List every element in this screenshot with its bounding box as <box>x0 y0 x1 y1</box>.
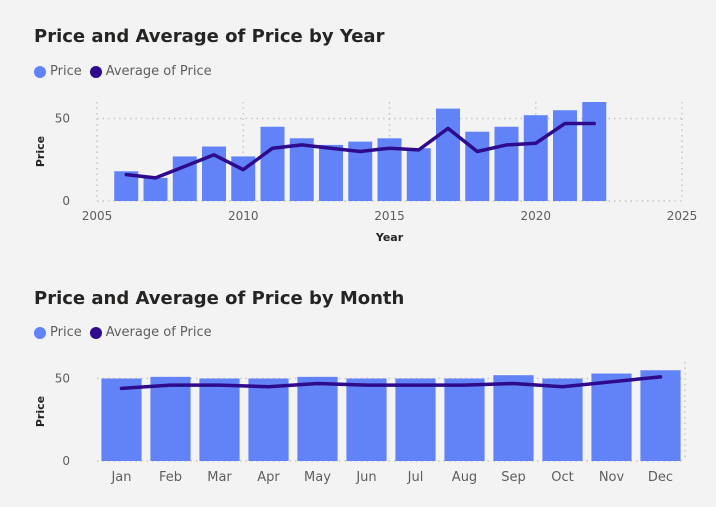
bar-price <box>202 146 226 201</box>
bar-price <box>297 376 338 461</box>
bar-price <box>348 141 373 201</box>
year-chart-title: Price and Average of Price by Year <box>34 26 385 47</box>
x-tick-label: 2025 <box>667 209 698 223</box>
bar-price <box>319 144 343 201</box>
bar-price <box>260 126 285 201</box>
x-tick-label: Jul <box>407 470 424 485</box>
bar-price <box>582 102 607 201</box>
bar-price <box>199 378 240 461</box>
x-tick-label: 2020 <box>520 209 551 223</box>
y-tick-label: 0 <box>62 194 70 208</box>
y-axis-title: Price <box>34 136 47 167</box>
x-tick-label: Feb <box>159 470 182 485</box>
x-tick-label: Jun <box>355 470 376 485</box>
legend-label-average: Average of Price <box>105 325 212 340</box>
month-chart-panel: Price and Average of Price by Month Pric… <box>0 262 716 507</box>
month-chart-legend: Price Average of Price <box>34 325 220 340</box>
bar-price <box>436 108 460 201</box>
legend-item-average[interactable]: Average of Price <box>89 325 212 340</box>
legend-label-price: Price <box>50 64 82 79</box>
bar-price <box>101 378 142 461</box>
bar-price <box>406 148 431 201</box>
x-tick-label: Aug <box>452 470 477 485</box>
x-tick-label: Mar <box>207 470 232 485</box>
month-chart-plot: 0 50 Jan Feb Mar Apr May Jun Jul Aug Sep Oct Nov Dec P… <box>34 362 686 485</box>
bar-price <box>542 378 583 461</box>
y-axis-title: Price <box>34 396 47 427</box>
x-tick-label: May <box>304 470 331 485</box>
legend-dot-icon <box>34 326 46 339</box>
legend-label-price: Price <box>50 325 82 340</box>
bar-price <box>523 115 548 201</box>
x-tick-label: Apr <box>257 470 280 485</box>
legend-dot-icon <box>89 65 102 78</box>
bar-price <box>465 131 490 201</box>
bar-price <box>114 171 139 201</box>
x-tick-label: Oct <box>551 470 573 485</box>
line-average-price <box>119 375 663 391</box>
x-axis-title: Year <box>375 231 404 244</box>
bar-price <box>494 126 519 201</box>
bar-price <box>553 110 577 201</box>
legend-label-average: Average of Price <box>105 64 212 79</box>
x-tick-label: Jan <box>110 470 131 485</box>
x-tick-label: Sep <box>501 470 526 485</box>
bar-price <box>150 376 191 461</box>
legend-dot-icon <box>34 65 46 78</box>
x-tick-label: Dec <box>648 470 673 485</box>
y-tick-label: 50 <box>55 372 70 386</box>
year-chart-panel: Price and Average of Price by Year Price… <box>34 26 698 244</box>
bar-price <box>591 373 632 461</box>
x-tick-label: 2010 <box>228 209 259 223</box>
legend-item-price[interactable]: Price <box>34 64 82 79</box>
month-chart-title: Price and Average of Price by Month <box>34 288 405 309</box>
bar-price <box>395 378 436 461</box>
y-tick-label: 0 <box>62 454 70 468</box>
bar-price <box>377 138 402 201</box>
line-average-price <box>124 121 596 180</box>
x-tick-label: Nov <box>599 470 625 485</box>
bar-price <box>248 378 289 461</box>
x-tick-label: 2015 <box>374 209 405 223</box>
legend-item-price[interactable]: Price <box>34 325 82 340</box>
bar-price <box>444 378 485 461</box>
bar-price <box>493 375 534 461</box>
bar-price <box>346 378 387 461</box>
year-chart-legend: Price Average of Price <box>34 64 220 79</box>
y-tick-label: 50 <box>55 112 70 126</box>
legend-dot-icon <box>89 326 102 339</box>
legend-item-average[interactable]: Average of Price <box>89 64 212 79</box>
bar-price <box>143 177 168 201</box>
bar-price <box>640 370 681 461</box>
bar-price <box>289 138 314 201</box>
x-tick-label: 2005 <box>82 209 113 223</box>
year-chart-plot: 0 50 2005 2010 2015 2020 2025 Year Price <box>34 102 698 244</box>
